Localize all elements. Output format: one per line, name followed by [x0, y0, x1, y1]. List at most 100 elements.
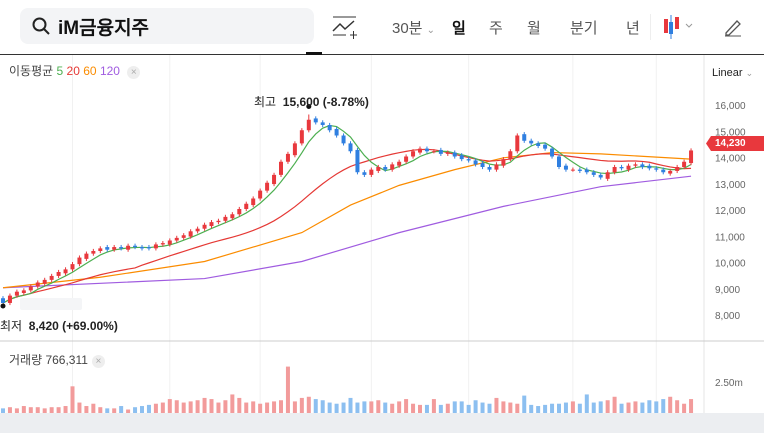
volume-tick: 2.50m — [715, 378, 743, 389]
candle — [223, 216, 228, 221]
volume-bar — [258, 403, 263, 413]
candle — [557, 156, 561, 167]
candle — [431, 151, 436, 153]
candle — [341, 135, 346, 144]
candle — [480, 163, 485, 167]
candle — [550, 148, 555, 157]
volume-legend: 거래량 766,311 × — [9, 351, 105, 368]
y-tick-label: 13,000 — [715, 180, 746, 191]
volume-bar — [237, 397, 242, 413]
scale-dropdown[interactable]: Linear ⌄ — [712, 67, 753, 79]
search-input[interactable]: iM금융지주 — [58, 17, 150, 39]
volume-bar — [299, 397, 304, 413]
volume-bar — [473, 400, 478, 413]
high-marker — [306, 104, 312, 109]
candle — [515, 135, 520, 152]
candle — [619, 167, 624, 169]
ma5-label: 5 — [56, 64, 64, 78]
tab-day[interactable]: 일 — [452, 20, 466, 37]
candle — [160, 243, 165, 245]
tab-month[interactable]: 월 — [527, 20, 541, 37]
volume-bar — [494, 397, 499, 413]
add-indicator-icon[interactable] — [332, 15, 358, 41]
volume-bar — [612, 396, 617, 413]
candle-type-icon[interactable] — [662, 14, 696, 40]
volume-bar — [112, 408, 117, 413]
candle — [536, 143, 541, 146]
chevron-down-icon: ⌄ — [745, 68, 754, 78]
candle — [675, 167, 680, 171]
candle — [529, 140, 534, 144]
candle — [661, 169, 666, 173]
search-box[interactable]: iM금융지주 — [20, 8, 314, 44]
ma20-line — [2, 148, 692, 304]
ma20-label: 20 — [66, 64, 80, 78]
candle — [647, 165, 652, 169]
tab-week[interactable]: 주 — [489, 20, 503, 37]
candle — [397, 161, 402, 166]
interval-dropdown[interactable]: 30분 ⌄ — [392, 17, 435, 38]
volume-bar — [91, 403, 96, 413]
time-axis — [0, 413, 764, 433]
volume-bar — [633, 401, 638, 413]
candle — [63, 269, 68, 274]
volume-bar — [591, 402, 596, 413]
volume-bar — [619, 403, 624, 413]
y-tick-label: 12,000 — [715, 206, 746, 217]
candle — [21, 290, 26, 293]
volume-bar — [418, 404, 422, 413]
volume-bar — [682, 403, 687, 413]
tab-quarter[interactable]: 분기 — [570, 20, 598, 37]
volume-bar — [522, 395, 527, 413]
volume-bar — [230, 394, 235, 413]
volume-bar — [640, 402, 645, 413]
candle — [112, 247, 117, 250]
y-tick-label: 16,000 — [715, 101, 746, 112]
volume-bar — [167, 399, 172, 413]
volume-bar — [146, 404, 151, 413]
volume-bar — [557, 403, 561, 413]
candle — [174, 237, 179, 241]
candle — [272, 174, 277, 185]
low-value: 8,420 (+69.00%) — [28, 319, 118, 333]
volume-bar — [209, 399, 214, 413]
candle — [411, 151, 416, 157]
ma120-label: 120 — [99, 64, 120, 78]
candle — [334, 128, 339, 136]
volume-bar — [251, 401, 256, 413]
candle — [418, 148, 422, 153]
candle — [91, 251, 96, 254]
volume-bar — [195, 400, 200, 413]
y-tick-label: 11,000 — [715, 232, 745, 243]
volume-bar — [543, 404, 548, 413]
scale-label: Linear — [712, 67, 743, 79]
volume-bar — [160, 402, 165, 413]
candle — [28, 286, 33, 291]
candle — [689, 150, 694, 164]
volume-bar — [529, 404, 534, 413]
volume-bar — [445, 403, 450, 413]
volume-bar — [355, 402, 360, 413]
volume-bar — [661, 399, 666, 413]
volume-bar — [459, 401, 464, 413]
candle — [522, 134, 527, 141]
current-price-tag: 14,230 — [706, 136, 764, 151]
volume-bar — [348, 397, 353, 413]
close-icon[interactable]: × — [91, 355, 105, 368]
candle — [355, 149, 360, 173]
volume-bar — [668, 396, 673, 413]
volume-bar — [480, 402, 485, 413]
candle — [591, 172, 596, 175]
candle — [633, 164, 638, 166]
volume-bar — [536, 406, 541, 413]
candle — [605, 172, 610, 179]
candle — [126, 245, 131, 250]
candle — [56, 272, 61, 276]
draw-pencil-icon[interactable] — [723, 17, 743, 37]
candle — [14, 291, 19, 296]
tab-year[interactable]: 년 — [626, 20, 640, 37]
volume-bar — [515, 403, 520, 413]
candle — [251, 198, 256, 206]
close-icon[interactable]: × — [127, 66, 141, 79]
candle — [167, 240, 172, 245]
